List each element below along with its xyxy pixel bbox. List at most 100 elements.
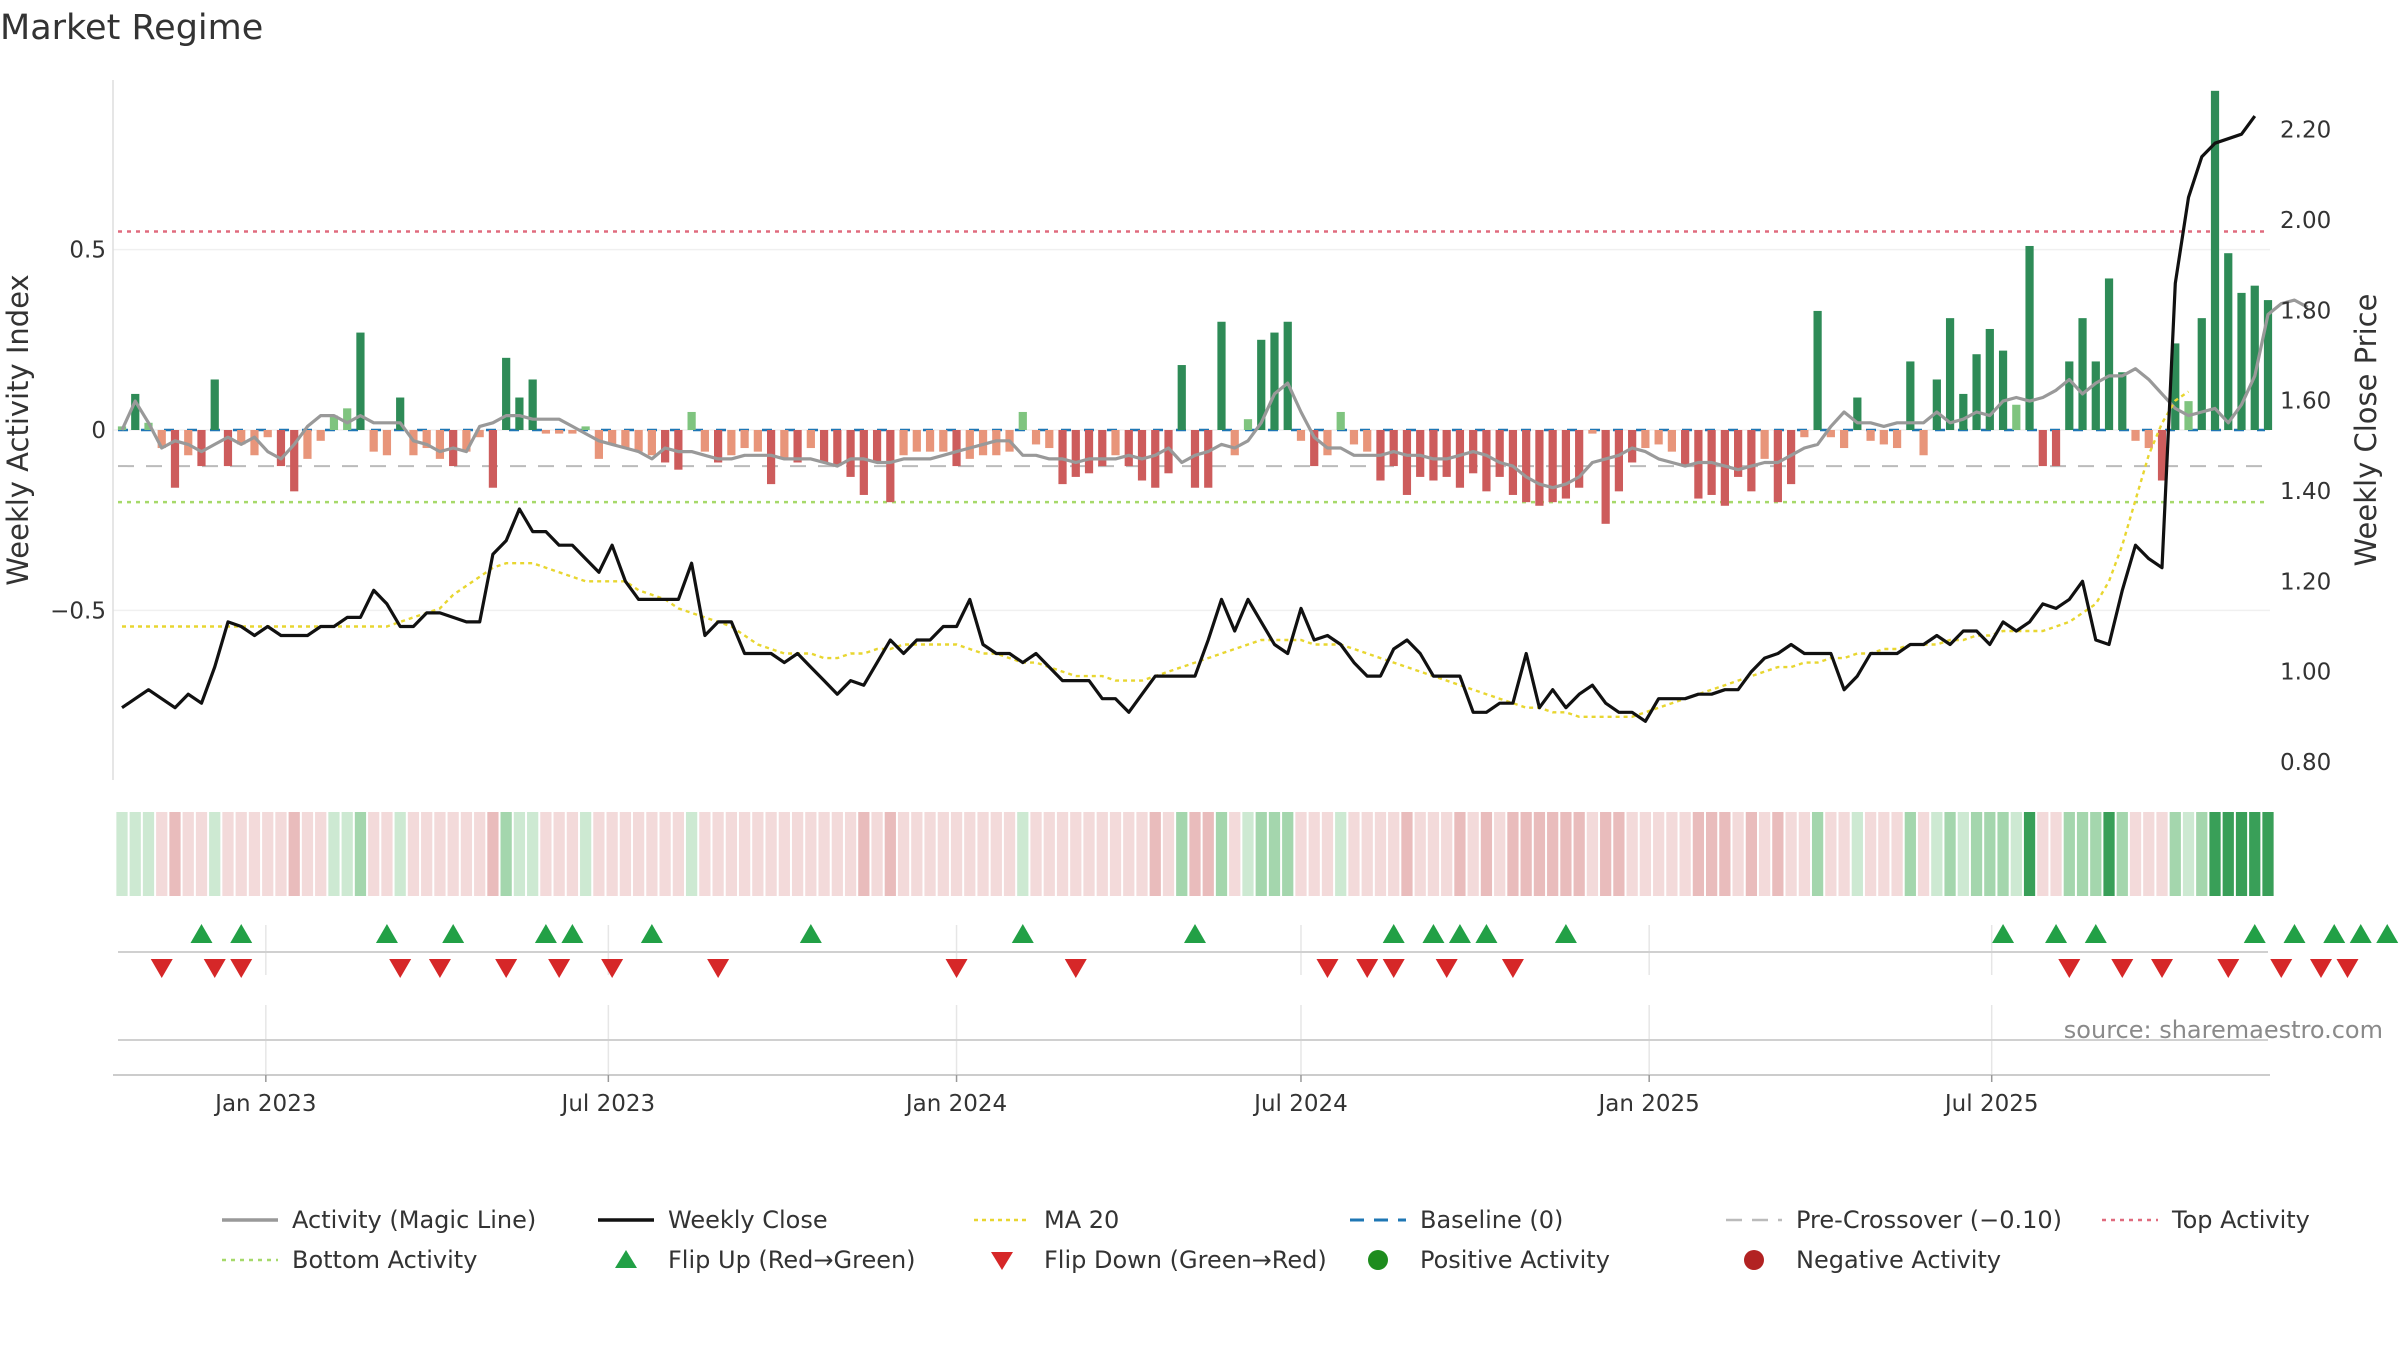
activity-bar [2078,318,2087,430]
regime-cell [1864,812,1877,896]
regime-cell [2076,812,2089,896]
activity-bar [2012,404,2021,430]
regime-cell [805,812,817,896]
activity-bar [1694,430,1703,499]
activity-bar [846,430,855,477]
right-tick-label: 1.20 [2280,569,2331,595]
regime-cell [884,812,896,896]
regime-cell [1454,812,1466,896]
flip-up-marker [442,924,465,943]
flip-down-marker [230,959,253,978]
flip-down-marker [2309,959,2332,978]
regime-cell [1785,812,1797,896]
activity-bar [2118,372,2127,430]
regime-cell [646,812,658,896]
regime-cell [1321,812,1334,896]
series-lines [120,115,2309,723]
activity-bar [1985,328,1994,430]
activity-bar [793,430,802,463]
regime-cell [1427,812,1440,896]
regime-cell [1851,812,1863,896]
regime-cell [1070,812,1082,896]
activity-bar [1482,430,1491,492]
right-axis-title: Weekly Close Price [2349,294,2383,567]
activity-bar [2263,300,2273,430]
regime-cell [1361,812,1373,896]
x-tick-label: Jul 2025 [1943,1091,2039,1117]
activity-bar [515,397,524,430]
flip-up-marker [230,924,253,943]
activity-bar [1283,321,1292,430]
regime-cell [712,812,724,896]
green-triangle-up-icon [596,1248,656,1272]
dashed-blue-line-icon [1348,1208,1408,1232]
regime-cell [1586,812,1599,896]
regime-cell [222,812,234,896]
activity-bar [992,430,1001,456]
regime-cell [1745,812,1757,896]
activity-bars [117,90,2273,524]
regime-cell [2222,812,2234,896]
legend-label: Flip Down (Green→Red) [1044,1246,1327,1274]
regime-cell [156,812,168,896]
regime-cell [1348,812,1360,896]
legend-item: Baseline (0) [1348,1205,1724,1235]
activity-bar [2038,430,2047,467]
magic-line [120,298,2309,490]
regime-cell [116,812,128,896]
right-tick-label: 1.60 [2280,389,2331,415]
legend-item: Top Activity [2100,1205,2400,1235]
regime-cell [1030,812,1042,896]
flip-down-marker [2111,959,2134,978]
regime-cell [1904,812,1916,896]
activity-bar [859,430,868,495]
activity-bar [316,430,325,441]
regime-cell [1706,812,1718,896]
activity-bar [1111,430,1120,456]
regime-cell [434,812,446,896]
activity-bar [700,430,709,452]
regime-cell [2249,812,2261,896]
regime-cell [2037,812,2049,896]
flip-up-marker [2283,924,2306,943]
regime-cell [924,812,936,896]
activity-bar [131,393,140,430]
regime-cell [1480,812,1493,896]
x-tick-label: Jul 2024 [1252,1091,1348,1117]
activity-bar [886,430,895,503]
regime-cell [513,812,526,896]
activity-bar [661,430,670,463]
regime-cell [1043,812,1055,896]
activity-bar [1495,430,1504,477]
activity-bar [978,430,988,456]
regime-cell [871,812,883,896]
regime-cell [394,812,406,896]
regime-cell [659,812,671,896]
flip-up-marker [2084,924,2107,943]
activity-bar [1151,430,1160,488]
flip-down-marker [1356,959,1379,978]
dotted-green-line-icon [220,1248,280,1272]
activity-bar [502,357,511,430]
regime-cell [606,812,618,896]
activity-bar [674,430,683,470]
legend-item: Activity (Magic Line) [220,1205,596,1235]
regime-cell [235,812,247,896]
left-tick-label: 0 [91,418,106,444]
regime-cell [2143,812,2155,896]
regime-cell [1017,812,1029,896]
red-triangle-down-icon [972,1248,1032,1272]
regime-cell [275,812,287,896]
regime-cell [1414,812,1426,896]
activity-bar [409,430,418,456]
regime-cell [1732,812,1744,896]
regime-cell [1176,812,1188,896]
flip-up-marker [1554,924,1577,943]
regime-cell [1984,812,1996,896]
activity-bar [290,430,299,492]
right-tick-label: 2.00 [2280,208,2331,234]
legend-item: Pre-Crossover (−0.10) [1724,1205,2100,1235]
weekly-close-line [121,115,2257,723]
regime-cell [169,812,181,896]
flip-down-marker [2270,959,2293,978]
